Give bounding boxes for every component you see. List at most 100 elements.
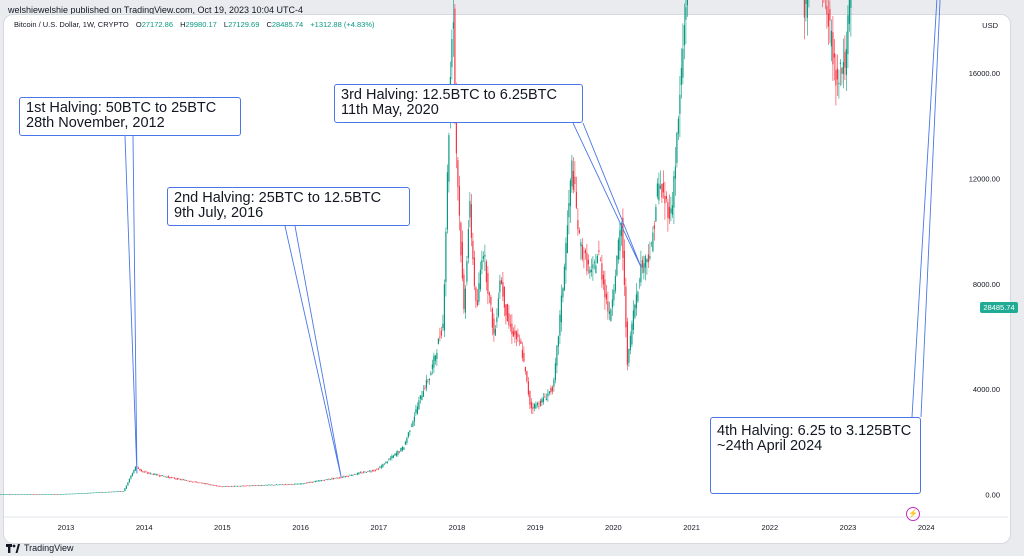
candle-body xyxy=(232,486,234,487)
candle-body xyxy=(470,204,472,238)
candle-body xyxy=(323,480,325,481)
candle-body xyxy=(8,494,10,495)
candle-body xyxy=(407,432,409,437)
annotation-pointer xyxy=(284,225,342,478)
candle-body xyxy=(460,223,462,256)
candle-body xyxy=(214,485,216,486)
annotation-2-line1: 2nd Halving: 25BTC to 12.5BTC xyxy=(174,190,382,206)
candle-body xyxy=(154,473,156,475)
candle-body xyxy=(47,494,49,495)
candle-body xyxy=(641,260,643,268)
candle-body xyxy=(187,480,189,482)
candle-body xyxy=(110,491,112,493)
candle-body xyxy=(106,491,108,493)
candle-body xyxy=(391,455,393,459)
candle-body xyxy=(305,482,307,484)
candle-body xyxy=(554,363,556,380)
candle-body xyxy=(845,49,847,75)
candle-body xyxy=(337,477,339,479)
candle-body xyxy=(149,473,151,474)
candle-body xyxy=(263,485,265,486)
candle-body xyxy=(280,484,282,485)
candle-body xyxy=(547,393,549,397)
candle-body xyxy=(109,491,111,493)
candle-body xyxy=(35,494,37,495)
low-value: 27129.69 xyxy=(228,20,260,29)
candle-body xyxy=(571,160,573,187)
candle-body xyxy=(661,183,663,198)
candle-body xyxy=(401,446,403,451)
candle-body xyxy=(238,485,240,487)
candle-body xyxy=(190,481,192,482)
candle-body xyxy=(398,451,400,453)
footer-brand[interactable]: TradingView xyxy=(6,543,74,553)
annotation-halving-2[interactable]: 2nd Halving: 25BTC to 12.5BTC 9th July, … xyxy=(167,187,410,226)
candle-body xyxy=(682,48,684,78)
candle-body xyxy=(239,486,241,487)
candle-body xyxy=(308,482,310,483)
annotation-halving-3[interactable]: 3rd Halving: 12.5BTC to 6.25BTC 11th May… xyxy=(334,84,583,123)
candle-body xyxy=(506,304,508,322)
last-price-tag: 28485.74 xyxy=(980,302,1018,313)
candle-body xyxy=(13,494,15,495)
high-label: H xyxy=(180,20,186,29)
candle-body xyxy=(671,205,673,215)
candle-body xyxy=(350,475,352,476)
candle-body xyxy=(673,176,675,208)
candle-body xyxy=(278,484,280,486)
candle-body xyxy=(646,259,648,262)
candle-body xyxy=(193,481,195,483)
candle-body xyxy=(227,486,229,488)
candle-body xyxy=(524,367,526,372)
candle-body xyxy=(29,494,31,495)
candle-body xyxy=(635,294,637,309)
candle-body xyxy=(269,484,271,486)
candle-body xyxy=(197,482,199,484)
candle-body xyxy=(158,475,160,477)
annotation-halving-1[interactable]: 1st Halving: 50BTC to 25BTC 28th Novembe… xyxy=(19,97,241,136)
candle-body xyxy=(290,484,292,485)
currency-label[interactable]: USD xyxy=(982,21,998,30)
candle-body xyxy=(226,486,228,487)
candle-body xyxy=(346,476,348,477)
candle-body xyxy=(590,269,592,273)
lightning-icon[interactable]: ⚡ xyxy=(906,507,920,521)
candle-body xyxy=(844,51,846,68)
candle-body xyxy=(491,308,493,328)
candle-body xyxy=(235,485,237,487)
candle-body xyxy=(416,406,418,414)
candle-body xyxy=(281,484,283,485)
candle-body xyxy=(259,485,261,487)
candle-body xyxy=(605,293,607,300)
candle-body xyxy=(76,493,78,495)
candle-body xyxy=(538,406,540,407)
candle-body xyxy=(656,183,658,197)
candle-body xyxy=(842,61,844,74)
candle-body xyxy=(271,484,273,486)
candle-body xyxy=(451,39,453,68)
candle-body xyxy=(155,474,157,475)
candle-body xyxy=(17,494,19,495)
candle-body xyxy=(365,472,367,473)
candle-body xyxy=(557,336,559,347)
candle-body xyxy=(1,494,3,495)
candle-body xyxy=(404,441,406,445)
candle-body xyxy=(511,323,513,334)
y-tick-label: 0.00 xyxy=(985,491,1000,500)
candle-body xyxy=(124,488,126,492)
candle-body xyxy=(494,328,496,336)
candle-body xyxy=(394,453,396,456)
candle-body xyxy=(418,400,420,410)
candle-body xyxy=(481,259,483,270)
candle-body xyxy=(419,395,421,399)
candle-body xyxy=(314,481,316,482)
candle-body xyxy=(262,485,264,486)
candle-body xyxy=(301,483,303,485)
candle-body xyxy=(427,381,429,382)
candle-body xyxy=(530,402,532,409)
candle-body xyxy=(601,263,603,280)
candle-body xyxy=(430,372,432,376)
candle-body xyxy=(268,484,270,486)
annotation-halving-4[interactable]: 4th Halving: 6.25 to 3.125BTC ~24th Apri… xyxy=(710,417,921,494)
